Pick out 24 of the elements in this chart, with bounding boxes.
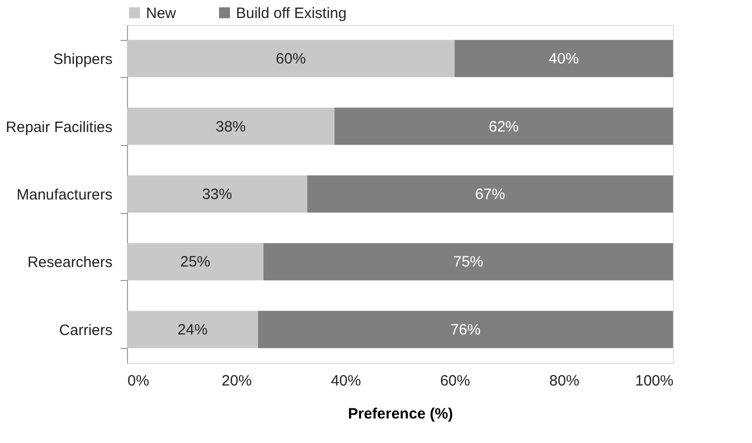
data-label: 60% (276, 50, 306, 68)
data-label: 33% (202, 186, 232, 203)
data-label: 62% (488, 118, 519, 136)
data-label: 76% (450, 321, 481, 338)
x-tick-label: 100% (635, 372, 674, 390)
y-tick-label: Manufacturers (16, 186, 112, 204)
data-label: 67% (475, 186, 506, 203)
y-tick-label: Repair Facilities (6, 118, 112, 136)
y-tick-label: Carriers (59, 322, 112, 339)
legend-label: New (146, 4, 176, 22)
y-tick-label: Researchers (27, 254, 112, 272)
data-label: 24% (178, 321, 208, 338)
data-label: 75% (453, 254, 484, 271)
y-tick-label: Shippers (53, 51, 112, 68)
data-label: 25% (180, 254, 210, 271)
data-label: 40% (548, 50, 579, 68)
x-tick-label: 20% (222, 372, 252, 390)
x-tick-label: 80% (549, 372, 580, 390)
legend-label: Build off Existing (236, 4, 347, 22)
x-axis-title: Preference (%) (348, 406, 454, 422)
x-tick-label: 60% (440, 372, 470, 390)
data-label: 38% (216, 118, 246, 136)
x-tick-label: 0% (128, 372, 150, 390)
x-tick-label: 40% (330, 372, 361, 390)
